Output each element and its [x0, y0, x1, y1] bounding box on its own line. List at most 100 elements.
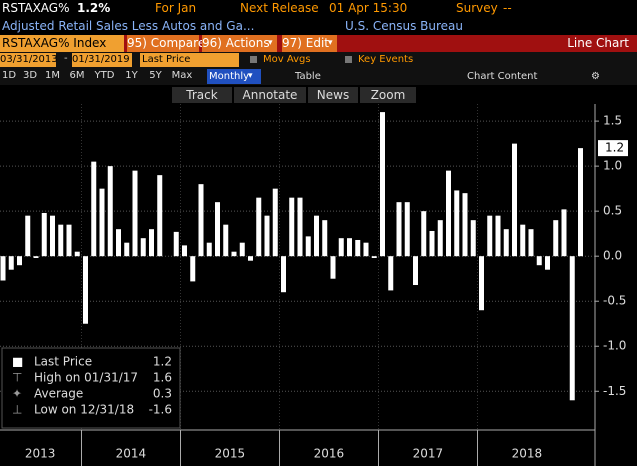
- bar: [545, 256, 550, 270]
- tool-button[interactable]: News: [308, 87, 358, 103]
- bar: [520, 224, 526, 257]
- bar: [437, 220, 443, 257]
- tool-button[interactable]: Zoom: [360, 87, 416, 103]
- bar: [512, 143, 517, 257]
- y-tick-label: 0.5: [603, 204, 622, 218]
- legend-symbol: ⊥: [12, 403, 22, 417]
- period-button[interactable]: 5Y: [149, 70, 162, 81]
- bar: [248, 256, 253, 261]
- release-label: Next Release: [240, 1, 319, 15]
- bar: [429, 230, 435, 257]
- bar: [528, 229, 534, 257]
- period-button[interactable]: 1M: [45, 70, 60, 81]
- bar: [355, 239, 361, 257]
- bar: [347, 238, 352, 257]
- x-tick-label: 2018: [512, 447, 543, 461]
- legend-name: Low on 12/31/18: [34, 403, 134, 417]
- bar: [413, 256, 418, 286]
- period-button[interactable]: 1D: [2, 70, 17, 81]
- bar: [272, 188, 278, 257]
- tool-button[interactable]: Annotate: [234, 87, 306, 103]
- bar: [157, 175, 163, 257]
- range-row: 03/31/2013 - 01/31/2019 Last Price Mov A…: [0, 52, 637, 68]
- legend-value: 1.2: [153, 355, 172, 369]
- legend-box: [1, 347, 181, 429]
- bar: [446, 170, 451, 257]
- edit-arrow: ▾: [328, 38, 333, 48]
- bar: [264, 215, 270, 257]
- bar: [206, 242, 212, 257]
- security[interactable]: RSTAXAG% Index: [0, 35, 124, 52]
- period-button[interactable]: 6M: [69, 70, 85, 81]
- bar: [289, 197, 295, 257]
- bar: [536, 256, 542, 266]
- legend-name: Average: [34, 387, 83, 401]
- field[interactable]: Last Price: [140, 53, 239, 67]
- x-tick-label: 2015: [215, 447, 246, 461]
- bar: [140, 238, 146, 257]
- bar: [553, 220, 559, 257]
- tool-button[interactable]: Track: [172, 87, 232, 103]
- bar: [487, 215, 493, 257]
- chart-content[interactable]: Chart Content: [467, 71, 538, 82]
- period-button[interactable]: 3D: [23, 70, 38, 81]
- x-tick-label: 2016: [314, 447, 345, 461]
- bar: [338, 238, 344, 257]
- command-bar: RSTAXAG% Index 95) Compare 96) Actions ▾…: [0, 35, 637, 52]
- period-button[interactable]: YTD: [94, 70, 115, 81]
- period-button[interactable]: 1Y: [125, 70, 138, 81]
- bar: [149, 229, 154, 257]
- bar: [50, 215, 55, 257]
- bar: [371, 256, 377, 258]
- bar: [569, 256, 575, 401]
- survey: --: [503, 1, 512, 15]
- y-tick-label: -1.0: [603, 339, 626, 353]
- bar: [215, 202, 220, 257]
- bar: [297, 197, 303, 257]
- y-tick-label: -1.5: [603, 384, 626, 398]
- bar: [33, 256, 39, 258]
- bar: [91, 161, 97, 257]
- bar: [314, 215, 319, 257]
- legend-name: Last Price: [34, 355, 92, 369]
- bar: [363, 242, 369, 257]
- y-tick-label: 1.5: [603, 114, 622, 128]
- bar: [462, 193, 468, 257]
- bar: [330, 256, 336, 279]
- compare[interactable]: 95) Compare: [127, 35, 206, 52]
- period: For Jan: [155, 1, 197, 15]
- period-button[interactable]: Max: [171, 70, 193, 81]
- legend-value: 0.3: [153, 387, 172, 401]
- bar: [404, 202, 410, 257]
- last-price-tag-label: 1.2: [605, 141, 624, 155]
- bar: [58, 224, 64, 257]
- end-date[interactable]: 01/31/2019: [72, 53, 132, 67]
- bar: [256, 197, 262, 257]
- start-date[interactable]: 03/31/2013: [0, 53, 58, 67]
- bar: [132, 170, 138, 257]
- bar: [182, 245, 187, 257]
- table[interactable]: Table: [295, 71, 321, 82]
- mov-avgs: Mov Avgs: [263, 54, 311, 65]
- bar: [83, 256, 88, 324]
- frequency[interactable]: Monthly: [207, 69, 261, 84]
- y-tick-label: -0.5: [603, 294, 626, 308]
- bar: [107, 166, 113, 257]
- settings-icon[interactable]: ⚙: [591, 71, 600, 82]
- actions[interactable]: 96) Actions: [202, 35, 277, 52]
- legend-symbol: ■: [12, 355, 23, 369]
- bar: [503, 229, 509, 257]
- bar: [0, 256, 6, 281]
- y-tick-label: 1.0: [603, 159, 622, 173]
- bar: [322, 220, 328, 257]
- key-events-check[interactable]: [345, 56, 352, 63]
- bar: [173, 231, 179, 257]
- mov-avgs-check[interactable]: [250, 56, 257, 63]
- bar: [124, 242, 130, 257]
- last-change: 1.2%: [77, 1, 111, 15]
- bar: [8, 256, 14, 270]
- edit[interactable]: 97) Edit: [282, 35, 337, 52]
- tools-row: Track Annotate News Zoom: [0, 86, 637, 104]
- legend-value: 1.6: [153, 371, 172, 385]
